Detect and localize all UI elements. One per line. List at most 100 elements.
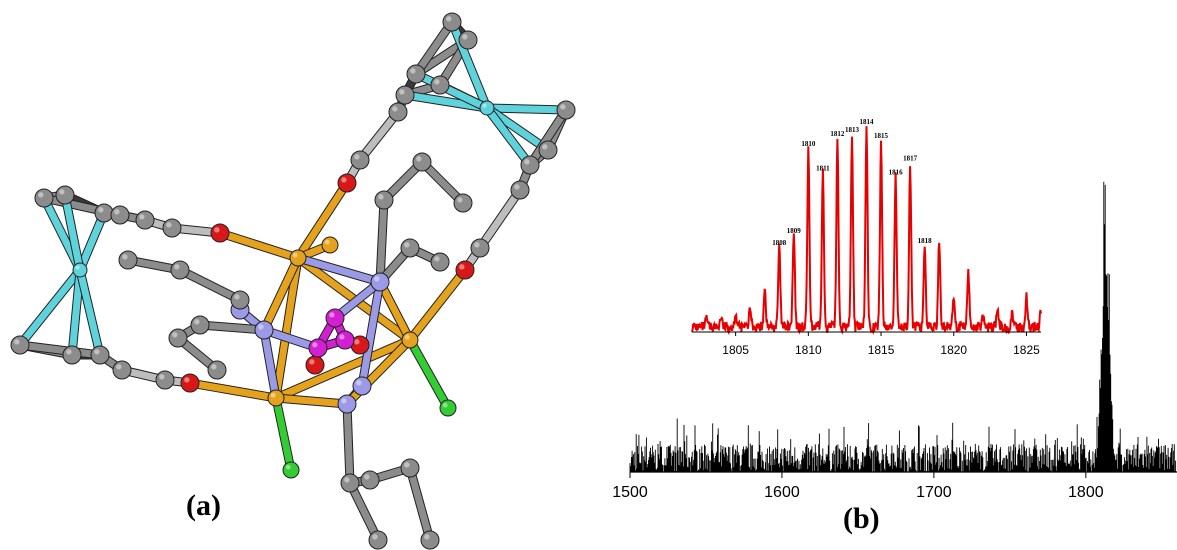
atom-highlight	[122, 254, 128, 260]
peak-label: 1816	[889, 169, 904, 177]
atom-highlight	[292, 252, 298, 258]
atom-highlight	[372, 534, 378, 540]
inset-x-tick-label: 1820	[940, 343, 967, 357]
atom-highlight	[98, 207, 104, 213]
carbon-atom	[510, 180, 530, 200]
atom-highlight	[270, 392, 276, 398]
atom-highlight	[459, 264, 465, 270]
atom-highlight	[329, 312, 335, 318]
bond	[272, 336, 414, 402]
bond	[406, 266, 469, 344]
carbon-atom	[400, 458, 420, 478]
main-x-tick-label: 1800	[1068, 484, 1104, 501]
carbon-atom	[10, 335, 30, 355]
bond	[406, 464, 434, 544]
atom-highlight	[482, 103, 487, 108]
main-x-tick-label: 1700	[916, 484, 952, 501]
peak-label: 1815	[874, 132, 889, 140]
bond	[483, 104, 534, 169]
bridge-atom	[335, 330, 355, 350]
atom-highlight	[392, 106, 398, 112]
atom-highlight	[410, 68, 416, 74]
carbon-atom	[340, 473, 360, 493]
carbon-atom	[453, 193, 473, 213]
bond	[412, 18, 456, 78]
bond	[196, 321, 268, 334]
inset-x-tick-label: 1810	[795, 343, 822, 357]
atom-highlight	[66, 349, 72, 355]
main-x-tick-label: 1600	[764, 484, 800, 501]
oxygen-atom	[337, 173, 357, 193]
atom-highlight	[446, 16, 452, 22]
iron-atom	[479, 100, 495, 116]
bond	[76, 209, 108, 274]
bond	[346, 479, 382, 544]
inset-x-tick-label: 1805	[722, 343, 749, 357]
bond	[16, 266, 84, 349]
bond	[412, 70, 491, 112]
atom-highlight	[312, 342, 318, 348]
bond	[483, 104, 570, 114]
atom-highlight	[524, 159, 530, 165]
atom-highlight	[424, 534, 430, 540]
atom-highlight	[94, 349, 100, 355]
carbon-atom	[168, 328, 188, 348]
carbon-atom	[135, 210, 155, 230]
atom-highlight	[166, 222, 172, 228]
oxygen-atom	[180, 373, 200, 393]
atom-highlight	[234, 294, 240, 300]
atom-highlight	[457, 197, 463, 203]
carbon-atom	[388, 102, 408, 122]
peak-label: 1812	[830, 130, 845, 138]
inset-x-ticks: 1805 1810 1815 1820 1825	[722, 332, 1040, 357]
atom-highlight	[214, 227, 220, 233]
nitrogen-atom	[370, 272, 390, 292]
peak-label: 1808	[772, 239, 787, 247]
carbon-atom	[162, 218, 182, 238]
molecular-structure: (a)	[10, 12, 576, 550]
carbon-atom	[538, 140, 558, 160]
bond	[448, 18, 491, 112]
panel-a-label: (a)	[186, 489, 221, 522]
atom-highlight	[404, 334, 410, 340]
atom-highlight	[114, 209, 120, 215]
bond	[343, 400, 354, 487]
bond	[294, 179, 351, 262]
atom-highlight	[442, 402, 448, 408]
atom-highlight	[309, 359, 315, 365]
inset-x-tick-label: 1825	[1013, 343, 1040, 357]
atom-highlight	[354, 154, 360, 160]
atom-highlight	[339, 334, 345, 340]
bond	[260, 254, 302, 334]
atom-highlight	[434, 79, 440, 85]
peak-label: 1811	[816, 164, 830, 172]
atom-highlight	[404, 462, 410, 468]
atom-highlight	[356, 380, 362, 386]
carbon-atom	[412, 152, 432, 172]
inset-isotope-trace	[691, 126, 1042, 336]
atom-highlight	[462, 34, 468, 40]
atom-highlight	[514, 184, 520, 190]
carbon-atom	[400, 238, 420, 258]
atom-highlight	[75, 265, 80, 270]
carbon-atom	[374, 190, 394, 210]
bond	[358, 278, 384, 390]
carbon-atom	[155, 370, 175, 390]
atom-highlight	[116, 364, 122, 370]
carbon-atom	[350, 150, 370, 170]
carbon-atom	[360, 470, 380, 490]
bond	[356, 108, 402, 164]
atom-highlight	[374, 276, 380, 282]
atom-highlight	[341, 177, 347, 183]
bond	[376, 196, 388, 286]
atom-highlight	[324, 239, 330, 245]
carbon-atom	[368, 530, 388, 550]
inset-x-tick-label: 1815	[868, 343, 895, 357]
peak-label: 1809	[787, 227, 802, 235]
carbon-atom	[395, 85, 415, 105]
carbon-atom	[170, 260, 190, 280]
carbon-atom	[430, 75, 450, 95]
nitrogen-atom	[254, 320, 274, 340]
carbon-atom	[230, 290, 250, 310]
